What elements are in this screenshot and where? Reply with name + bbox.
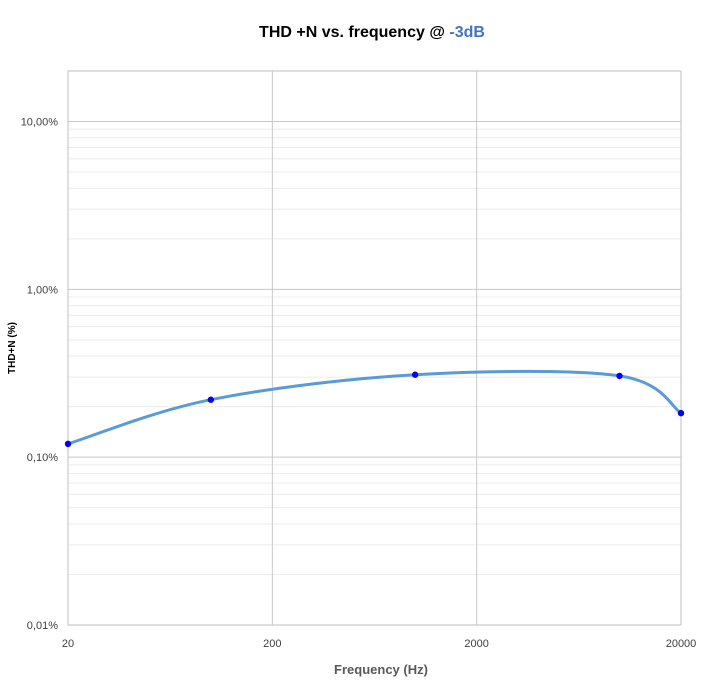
major-gridlines (67, 71, 682, 626)
data-point (616, 372, 623, 380)
y-tick-label: 0,10% (27, 452, 58, 464)
y-axis-ticks: 0,01% 0,10% 1,00% 10,00% (21, 117, 59, 632)
data-point (677, 409, 685, 417)
y-axis-label: THD+N (%) (7, 322, 18, 374)
chart-title-main: THD +N vs. frequency @ (259, 24, 449, 41)
chart-title: THD +N vs. frequency @ -3dB (259, 24, 485, 41)
series-markers (64, 371, 685, 448)
x-axis-ticks: 20 200 2000 20000 (62, 638, 696, 650)
plot-area-border (67, 70, 682, 626)
data-point (64, 440, 72, 448)
x-tick-label: 20 (62, 638, 74, 650)
x-axis-label: Frequency (Hz) (334, 662, 428, 677)
chart-title-accent: -3dB (449, 24, 485, 41)
x-tick-label: 20000 (666, 638, 697, 650)
minor-gridlines (68, 128, 681, 575)
y-tick-label: 0,01% (27, 620, 58, 632)
y-tick-label: 1,00% (27, 284, 58, 296)
y-tick-label: 10,00% (21, 117, 59, 129)
x-tick-label: 200 (263, 638, 281, 650)
data-point (411, 371, 419, 378)
x-tick-label: 2000 (464, 638, 488, 650)
series-line (66, 369, 683, 446)
data-point (207, 396, 215, 403)
